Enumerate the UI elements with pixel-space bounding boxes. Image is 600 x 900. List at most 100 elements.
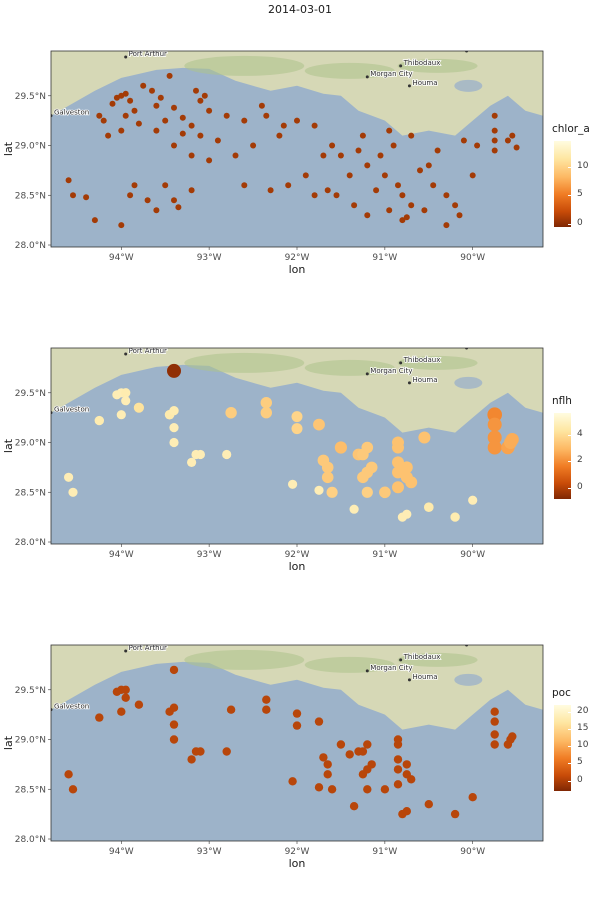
city-label: Houma [412,376,437,384]
data-point [263,112,270,119]
data-point [329,142,336,149]
data-point [94,415,105,426]
nflh-map: Port Arthur Morgan City Thibodaux New Orlea… [2,347,544,573]
city-marker [407,678,411,682]
data-point [487,440,502,455]
data-point [402,509,412,519]
y-axis-label: lat [2,735,15,750]
chlor-a-map: Port Arthur Morgan City Thibodaux New Orlea… [2,50,544,276]
land-relief [184,55,305,76]
data-point [149,87,155,94]
data-point [225,407,237,419]
data-point [392,436,404,449]
data-point [456,212,463,219]
data-point [487,417,502,432]
data-point [171,197,177,204]
legend-tick-label: 0 [577,218,583,229]
legend-tick-mark [568,746,571,748]
legend-tick-mark [568,195,571,197]
data-point [334,441,347,454]
data-point [351,202,358,209]
city-label: Morgan City [370,367,412,375]
data-point [314,717,324,726]
data-point [169,437,179,448]
data-point [169,665,179,675]
data-point [314,783,324,792]
data-point [291,423,303,435]
y-tick-label: 28.0°N [15,538,46,548]
data-point [134,700,144,709]
data-point [140,82,147,89]
data-point [258,102,265,109]
data-point [377,152,384,159]
data-point [381,172,388,179]
land-relief [304,359,395,376]
data-point [400,461,413,474]
data-point [386,127,393,134]
legend-tick-mark [568,488,571,490]
data-point [490,740,499,749]
legend-tick-label: 0 [577,774,583,785]
data-point [175,204,182,211]
data-point [395,182,401,189]
y-tick-label: 29.5°N [15,389,46,399]
data-point [313,418,325,431]
data-point [121,685,130,694]
data-point [83,194,90,201]
x-tick-label: 94°W [109,847,134,857]
data-point [232,152,239,159]
x-tick-label: 92°W [285,847,310,857]
data-point [188,187,195,194]
legend-tick-label: 20 [577,705,589,716]
legend-tick-label: 10 [577,740,589,751]
y-tick-label: 29.0°N [15,736,46,746]
data-point [460,137,467,144]
data-point [403,214,410,221]
data-point [425,162,432,169]
lake [454,79,483,92]
data-point [118,222,125,229]
data-point [504,137,511,144]
data-point [407,775,416,784]
land-relief [397,355,478,370]
data-point [421,207,428,214]
data-point [68,487,78,497]
data-point [122,112,129,119]
city-marker [399,658,403,662]
data-point [109,100,116,107]
x-tick-label: 90°W [460,550,485,560]
lake [454,376,483,389]
data-point [179,130,186,137]
x-tick-label: 93°W [197,550,222,560]
data-point [169,735,179,744]
data-point [157,94,164,101]
x-axis-label: lon [289,263,306,276]
y-tick-label: 28.5°N [15,488,46,498]
legend-tick-mark [568,780,571,782]
data-point [505,433,519,446]
data-point [508,732,517,741]
y-tick-label: 28.5°N [15,191,46,201]
y-tick-label: 29.5°N [15,686,46,696]
y-axis-label: lat [2,141,15,156]
data-point [392,466,404,479]
data-point [127,192,134,199]
data-point [373,187,380,194]
data-point [169,406,179,416]
data-point [223,112,230,119]
data-point [188,122,195,129]
data-point [64,472,74,482]
y-tick-label: 28.0°N [15,835,46,845]
data-point [196,747,205,756]
map-layer: Port Arthur Morgan City Thibodaux New Orlea… [51,348,543,544]
data-point [386,207,393,214]
data-point [260,407,272,419]
land-relief [184,352,305,373]
data-point [122,90,129,97]
x-axis-label: lon [289,857,306,870]
legend-tick-label: 0 [577,482,583,493]
data-point [169,423,179,433]
data-point [405,476,418,489]
city-label: New Orleans [470,638,515,646]
city-marker [399,361,403,365]
